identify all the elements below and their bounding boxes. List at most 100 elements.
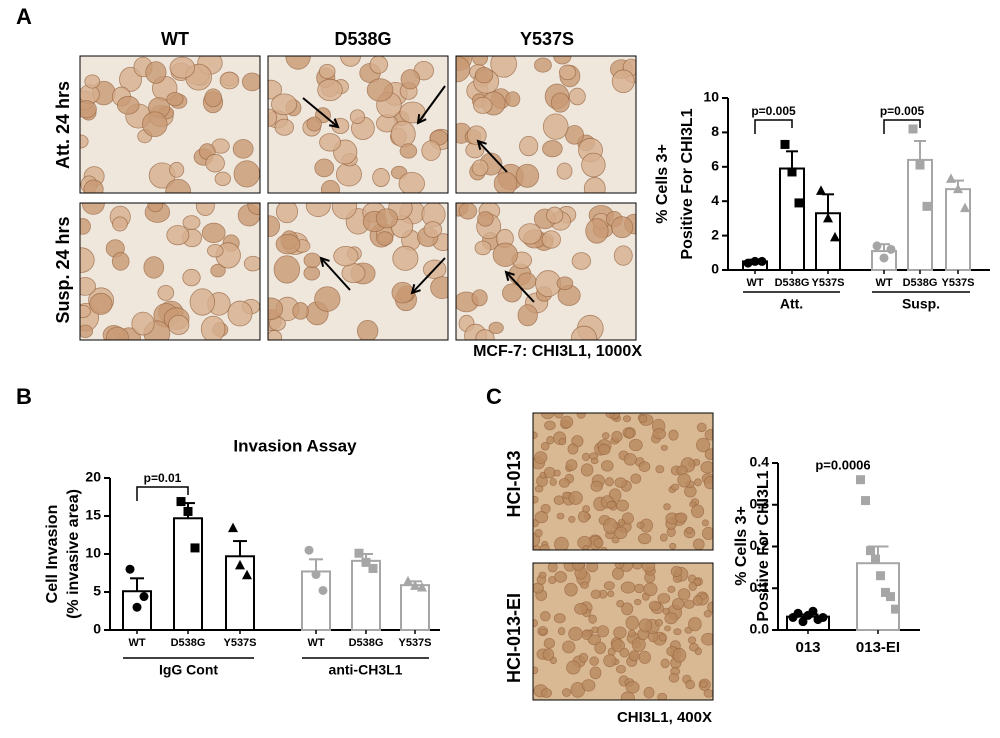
cell — [559, 64, 577, 81]
cell — [571, 325, 597, 340]
cell — [207, 243, 224, 258]
data-point — [139, 592, 149, 602]
cell — [533, 451, 548, 464]
cell — [614, 563, 625, 569]
micrograph-border — [532, 412, 714, 551]
x-tick-label: WT — [307, 637, 324, 649]
cell — [549, 478, 557, 486]
cell — [638, 618, 653, 633]
cell — [553, 613, 566, 624]
cell — [80, 277, 97, 296]
cell — [568, 491, 583, 505]
bar — [945, 188, 971, 271]
cell — [400, 69, 421, 90]
data-point — [922, 201, 932, 211]
cell — [168, 314, 190, 335]
cell — [227, 300, 253, 327]
micrograph — [267, 55, 449, 194]
cell — [241, 72, 260, 92]
micrograph — [455, 55, 637, 194]
cell — [471, 289, 488, 307]
cell — [82, 203, 105, 215]
data-point — [183, 506, 193, 516]
cell — [131, 311, 155, 336]
cell — [541, 230, 561, 249]
cell — [471, 159, 489, 177]
cell — [556, 162, 573, 180]
cell — [517, 304, 538, 327]
arrow — [505, 271, 535, 303]
cell — [611, 536, 620, 544]
data-point — [125, 564, 135, 574]
data-point — [872, 241, 882, 251]
data-point — [953, 183, 963, 194]
cell — [596, 625, 609, 638]
arrow-head — [504, 270, 515, 281]
cell — [654, 618, 663, 627]
cell — [369, 56, 389, 74]
cell — [603, 654, 617, 668]
cell — [392, 245, 419, 271]
cell — [80, 324, 94, 338]
cell — [214, 171, 231, 187]
cell — [574, 603, 588, 615]
cell — [195, 203, 215, 216]
cell — [546, 435, 555, 445]
cell — [205, 153, 225, 173]
cell — [636, 521, 645, 529]
y-axis-label: Cell Invasion — [44, 505, 61, 604]
cell — [539, 544, 550, 550]
group-label: IgG Cont — [159, 662, 218, 678]
cell — [627, 629, 636, 638]
cell — [303, 265, 321, 281]
panel-letter: B — [16, 384, 32, 409]
cell — [690, 504, 705, 519]
cell — [169, 161, 185, 178]
micrograph-border — [267, 55, 449, 194]
cell — [534, 528, 543, 538]
cell — [112, 216, 128, 232]
cell — [667, 585, 676, 593]
cell — [582, 505, 591, 513]
cell — [622, 415, 632, 423]
cell — [701, 519, 709, 527]
cell — [566, 660, 581, 675]
cell — [556, 276, 574, 291]
cell — [613, 245, 633, 266]
cell — [673, 628, 682, 636]
data-point — [403, 575, 413, 586]
cell — [704, 448, 713, 461]
cell — [593, 537, 604, 548]
bar — [779, 167, 805, 272]
cell — [488, 321, 504, 335]
micrograph-border — [532, 562, 714, 701]
cell — [634, 583, 645, 594]
cell — [625, 680, 640, 694]
cell — [111, 251, 130, 271]
y-tick-label: 0 — [93, 621, 101, 637]
cell — [477, 211, 494, 227]
cell — [372, 168, 390, 187]
cell — [586, 563, 599, 573]
cell — [492, 242, 518, 267]
micrograph — [79, 202, 261, 341]
cell — [688, 581, 697, 591]
y-axis-label: Positive For CHI3L1 — [755, 470, 772, 621]
cell — [542, 648, 555, 661]
cells — [268, 203, 448, 340]
data-point — [856, 475, 865, 485]
cell — [375, 208, 398, 229]
y-tick-label: 4 — [711, 192, 719, 208]
cell — [331, 203, 358, 220]
cell — [704, 429, 713, 441]
group-label: Susp. — [902, 296, 940, 312]
cell — [534, 511, 549, 524]
cell — [617, 519, 626, 527]
micrograph-border — [267, 202, 449, 341]
cell — [458, 203, 478, 220]
p-value: p=0.005 — [751, 104, 796, 118]
micrograph — [532, 412, 714, 551]
cell — [568, 515, 576, 523]
cell — [702, 526, 713, 540]
